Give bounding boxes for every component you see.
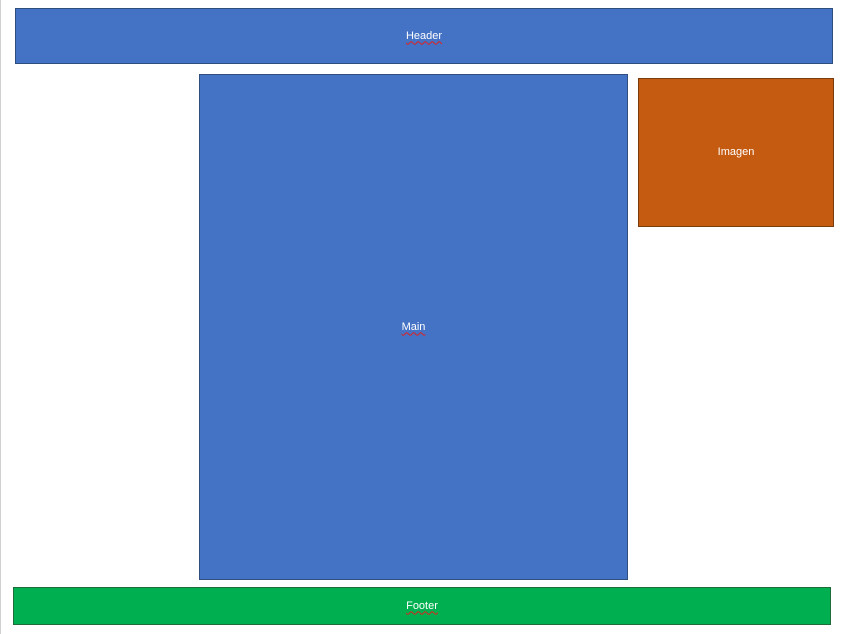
page-left-border xyxy=(0,0,1,634)
header-label: Header xyxy=(405,29,443,42)
image-label: Imagen xyxy=(717,146,755,158)
footer-label: Footer xyxy=(406,599,438,612)
main-label: Main xyxy=(401,320,426,333)
image-block: Imagen xyxy=(638,78,834,227)
main-block: Main xyxy=(199,74,628,580)
footer-block: Footer xyxy=(13,587,831,625)
header-block: Header xyxy=(15,8,833,64)
